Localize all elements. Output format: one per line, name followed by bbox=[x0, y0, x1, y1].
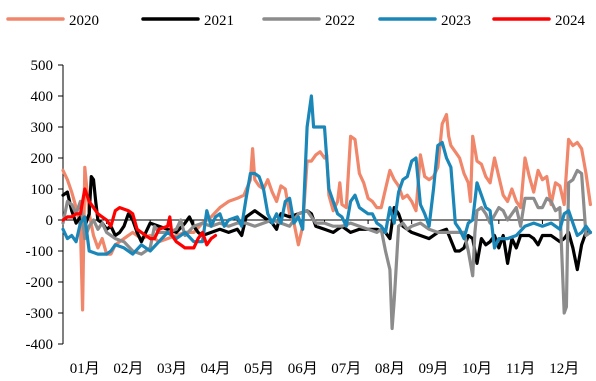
plot-area: 500 400 300 200 100 0 -100 -200 -300 -400 01月 02月 0… bbox=[26, 58, 592, 377]
series-line-2024 bbox=[61, 187, 218, 250]
x-tick-label: 08月 bbox=[375, 361, 405, 377]
y-tick-label: 100 bbox=[31, 182, 54, 198]
y-tick-label: -200 bbox=[26, 275, 54, 291]
x-tick-label: 03月 bbox=[157, 361, 187, 377]
legend: 2020 2021 2022 2023 2024 bbox=[6, 13, 586, 29]
y-axis-ticks: 500 400 300 200 100 0 -100 -200 -300 -400 bbox=[26, 58, 63, 353]
y-tick-label: 200 bbox=[31, 151, 54, 167]
x-tick-label: 12月 bbox=[549, 361, 579, 377]
y-tick-label: 500 bbox=[31, 58, 54, 74]
legend-label-2021: 2021 bbox=[204, 13, 234, 29]
y-tick-label: 0 bbox=[46, 213, 54, 229]
y-tick-label: 300 bbox=[31, 120, 54, 136]
x-tick-label: 07月 bbox=[331, 361, 361, 377]
series-line-2020 bbox=[61, 113, 592, 312]
y-tick-label: 400 bbox=[31, 89, 54, 105]
x-tick-label: 11月 bbox=[506, 361, 535, 377]
x-tick-label: 01月 bbox=[70, 361, 100, 377]
legend-label-2020: 2020 bbox=[69, 13, 99, 29]
y-tick-label: -300 bbox=[26, 306, 54, 322]
series-lines bbox=[61, 94, 592, 331]
x-tick-label: 04月 bbox=[201, 361, 231, 377]
x-tick-label: 05月 bbox=[244, 361, 274, 377]
x-tick-label: 09月 bbox=[418, 361, 448, 377]
y-tick-label: -100 bbox=[26, 244, 54, 260]
x-tick-label: 06月 bbox=[288, 361, 318, 377]
legend-label-2022: 2022 bbox=[325, 13, 355, 29]
legend-label-2024: 2024 bbox=[555, 13, 586, 29]
series-line-2023 bbox=[61, 94, 592, 256]
x-tick-label: 02月 bbox=[113, 361, 143, 377]
x-tick-label: 10月 bbox=[462, 361, 492, 377]
legend-label-2023: 2023 bbox=[441, 13, 471, 29]
y-tick-label: -400 bbox=[26, 337, 54, 353]
